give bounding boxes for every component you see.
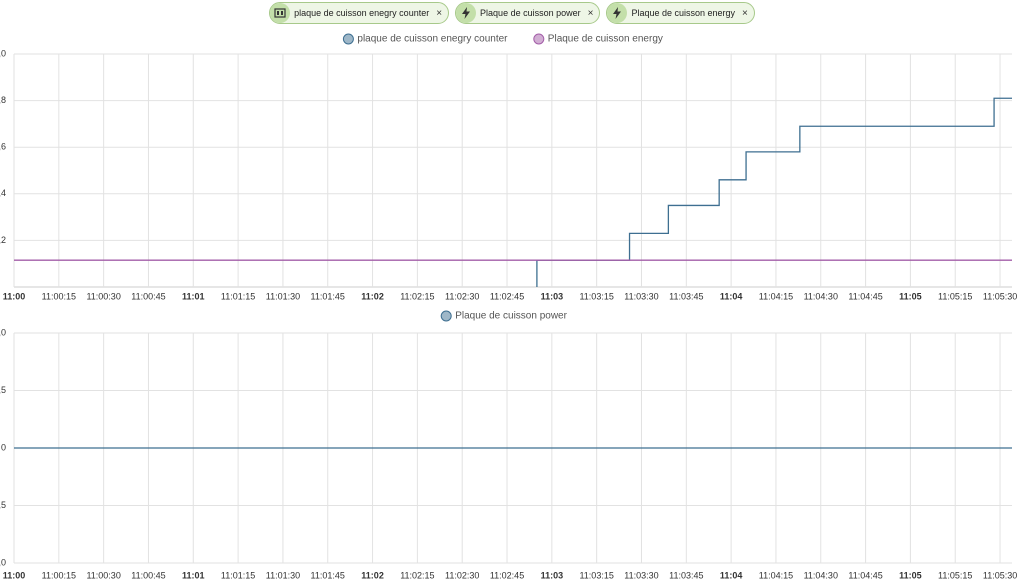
x-tick-label: 11:04:15 [759,291,793,301]
y-tick-label: 1,0 [0,327,6,337]
x-tick-label: 11:02:45 [490,291,524,301]
x-tick-label: 11:03:15 [579,570,613,580]
x-tick-label: 11:03 [541,570,564,580]
x-tick-label: 11:00 [3,291,26,301]
x-tick-label: 11:05:30 [983,291,1017,301]
x-tick-label: 11:03 [541,291,564,301]
x-tick-label: 11:00:45 [131,570,165,580]
remove-button[interactable]: × [742,7,748,19]
x-tick-label: 11:05 [899,291,922,301]
x-tick-label: 11:01:15 [221,570,255,580]
x-tick-label: 11:01:45 [311,291,345,301]
x-tick-label: 11:03:30 [624,291,658,301]
x-tick-label: 11:02:45 [490,570,524,580]
x-tick-label: 11:05:15 [938,570,972,580]
remove-button[interactable]: × [587,7,594,19]
filter-chip[interactable]: Plaque de cuisson power × [455,2,601,24]
legend-marker [533,33,545,45]
x-tick-label: 11:01:15 [221,291,255,301]
y-tick-label: 0,2 [0,235,6,245]
filter-chip[interactable]: Plaque de cuisson energy × [606,2,755,24]
y-tick-label: 0 [1,442,6,452]
x-tick-label: 11:00:30 [86,570,120,580]
x-tick-label: 11:02 [361,291,384,301]
x-tick-label: 11:03:45 [669,570,703,580]
legend-marker [342,33,354,45]
legend-label: plaque de cuisson enegry counter [357,34,508,45]
y-tick-label: 0,6 [0,142,6,152]
legend-label: Plaque de cuisson power [455,311,567,322]
x-tick-label: 11:05:30 [983,570,1017,580]
y-tick-label: -0,5 [0,500,6,510]
x-tick-label: 11:05:15 [938,291,972,301]
x-tick-label: 11:00:15 [42,570,76,580]
x-tick-label: 11:01 [182,570,205,580]
x-tick-label: 11:04 [720,291,743,301]
legend-marker [440,310,452,322]
y-tick-label: -1,0 [0,557,6,567]
y-tick-label: 0,8 [0,95,6,105]
y-tick-label: 0,5 [0,385,6,395]
x-tick-label: 11:03:45 [669,291,703,301]
x-tick-label: 11:01:30 [266,291,300,301]
x-tick-label: 11:04:30 [804,291,838,301]
filter-label: Plaque de cuisson power [480,8,581,18]
legend-label: Plaque de cuisson energy [548,34,663,45]
x-tick-label: 11:00:30 [86,291,120,301]
x-tick-label: 11:00:15 [42,291,76,301]
x-tick-label: 11:02:30 [445,570,479,580]
x-tick-label: 11:03:15 [579,291,613,301]
flash-icon [607,3,628,23]
x-tick-label: 11:04:45 [848,570,882,580]
x-tick-label: 11:02:15 [400,570,434,580]
x-tick-label: 11:02:30 [445,291,479,301]
remove-button[interactable]: × [436,7,443,19]
filter-bar: plaque de cuisson enegry counter × Plaque… [0,2,1024,24]
x-tick-label: 11:04:15 [759,570,793,580]
x-tick-label: 11:00:45 [131,291,165,301]
x-tick-label: 11:04 [720,570,743,580]
x-tick-label: 11:05 [899,570,922,580]
x-tick-label: 11:04:30 [804,570,838,580]
x-tick-label: 11:04:45 [848,291,882,301]
filter-label: plaque de cuisson enegry counter [294,8,430,18]
x-tick-label: 11:01:30 [266,570,300,580]
x-tick-label: 11:01 [182,291,205,301]
y-tick-label: 0,4 [0,188,6,198]
counter-icon [270,3,291,23]
flash-icon [456,3,477,23]
x-tick-label: 11:01:45 [311,570,345,580]
filter-label: Plaque de cuisson energy [631,8,736,18]
x-tick-label: 11:00 [3,570,26,580]
x-tick-label: 11:02 [361,570,384,580]
x-tick-label: 11:02:15 [400,291,434,301]
x-tick-label: 11:03:30 [624,570,658,580]
filter-chip[interactable]: plaque de cuisson enegry counter × [269,2,450,24]
y-tick-label: 1,0 [0,48,6,58]
series-line [536,97,1012,287]
